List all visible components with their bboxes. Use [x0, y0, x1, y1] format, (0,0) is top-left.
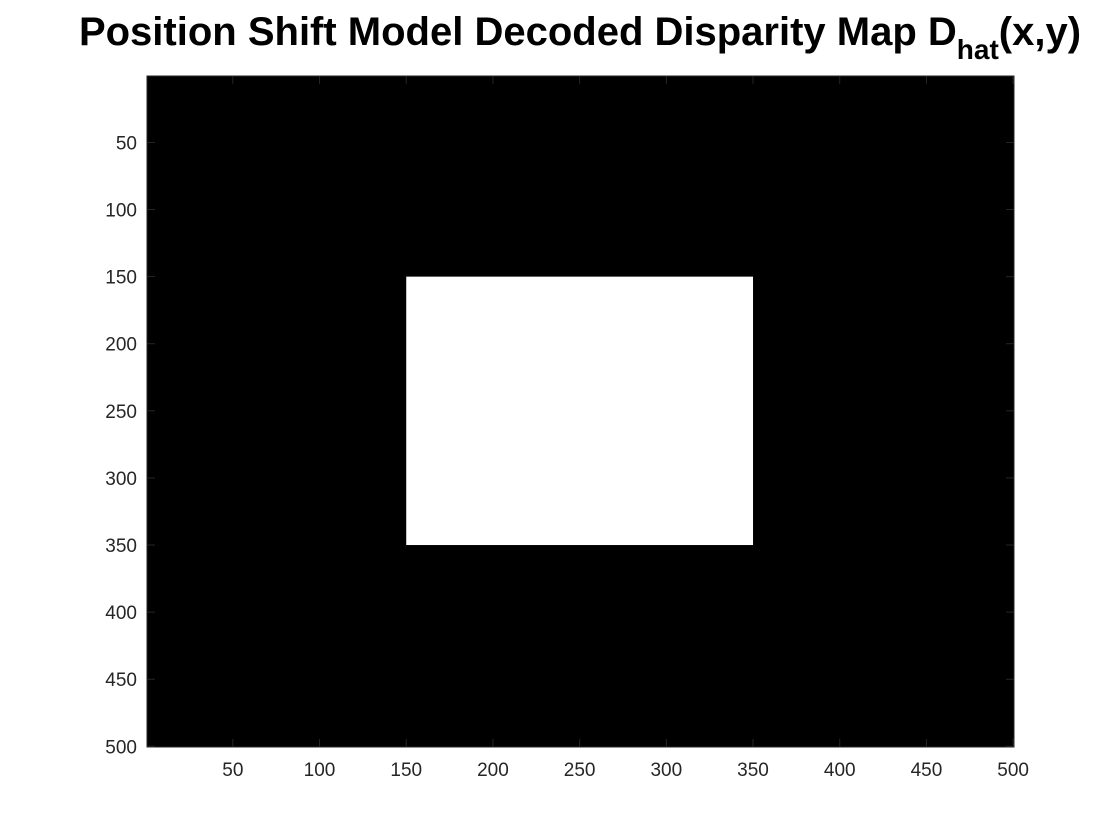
y-tick-label: 150	[105, 268, 137, 289]
x-tick-label: 50	[222, 760, 243, 781]
x-tick-label: 350	[737, 760, 769, 781]
y-tick-label: 350	[105, 536, 137, 557]
axes-box	[146, 75, 1015, 748]
x-tick-label: 150	[390, 760, 422, 781]
x-tick-label: 450	[911, 760, 943, 781]
x-tick-label: 400	[824, 760, 856, 781]
x-tick-label: 250	[564, 760, 596, 781]
y-tick-label: 300	[105, 469, 137, 490]
x-axis: 50 100 150 200 250 300 350 400 450 500	[222, 76, 1029, 781]
y-tick-label: 400	[105, 603, 137, 624]
y-tick-label: 500	[105, 737, 137, 758]
y-axis: 50 100 150 200 250 300 350 400 450 500	[105, 133, 1014, 758]
heatmap-region-0	[406, 276, 754, 546]
x-tick-label: 500	[997, 760, 1029, 781]
chart-title-main: Position Shift Model Decoded Disparity M…	[79, 10, 957, 54]
x-tick-label: 100	[304, 760, 336, 781]
x-tick-label: 300	[650, 760, 682, 781]
chart-title-subscript: hat	[957, 34, 999, 65]
y-tick-label: 50	[116, 133, 137, 154]
y-tick-label: 450	[105, 670, 137, 691]
chart-title-suffix: (x,y)	[999, 10, 1081, 54]
y-tick-label: 200	[105, 335, 137, 356]
plot-area	[146, 75, 1015, 748]
chart-title: Position Shift Model Decoded Disparity M…	[79, 10, 1081, 65]
x-tick-label: 200	[477, 760, 509, 781]
y-tick-label: 100	[105, 201, 137, 222]
y-tick-label: 250	[105, 402, 137, 423]
